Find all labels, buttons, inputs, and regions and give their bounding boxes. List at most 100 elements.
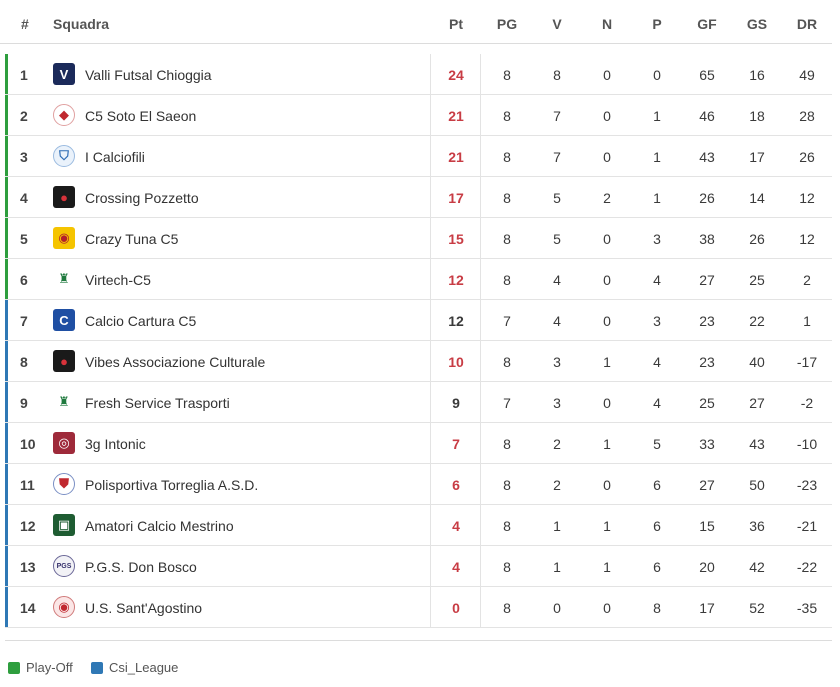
col-pg-header[interactable]: PG: [496, 16, 518, 32]
col-team-header[interactable]: Squadra: [53, 16, 110, 32]
team-name[interactable]: C5 Soto El Saeon: [85, 108, 197, 124]
stat-gs: 52: [749, 600, 765, 616]
stat-n: 0: [603, 395, 611, 411]
legend-playoff: Play-Off: [8, 660, 73, 675]
column-divider: [430, 464, 431, 504]
stat-pg: 7: [503, 395, 511, 411]
col-dr-header[interactable]: DR: [796, 16, 818, 32]
team-logo-icon: ♜: [53, 391, 75, 413]
stat-gf: 17: [699, 600, 715, 616]
col-v-header[interactable]: V: [552, 16, 562, 32]
col-n-header[interactable]: N: [601, 16, 613, 32]
stat-dr: -21: [796, 518, 818, 534]
stat-v: 5: [553, 190, 561, 206]
stat-p: 4: [653, 354, 661, 370]
table-row[interactable]: 12 ▣ Amatori Calcio Mestrino 4 8 1 1 6 15 36 -21: [5, 505, 832, 546]
column-divider: [430, 587, 431, 627]
stat-v: 1: [553, 518, 561, 534]
team-name[interactable]: Valli Futsal Chioggia: [85, 67, 212, 83]
stat-n: 0: [603, 272, 611, 288]
team-name[interactable]: Calcio Cartura C5: [85, 313, 197, 329]
col-gf-header[interactable]: GF: [697, 16, 717, 32]
zone-indicator: [5, 587, 8, 627]
stat-p: 4: [653, 395, 661, 411]
stat-gf: 20: [699, 559, 715, 575]
column-divider: [430, 423, 431, 463]
zone-indicator: [5, 95, 8, 135]
column-divider: [480, 259, 481, 299]
stat-dr: 26: [799, 149, 815, 165]
table-row[interactable]: 10 ◎ 3g Intonic 7 8 2 1 5 33 43 -10: [5, 423, 832, 464]
table-row[interactable]: 11 ⛊ Polisportiva Torreglia A.S.D. 6 8 2 0 6 27 5…: [5, 464, 832, 505]
position: 7: [20, 313, 28, 329]
points: 12: [448, 272, 464, 288]
zone-indicator: [5, 464, 8, 504]
stat-gf: 43: [699, 149, 715, 165]
table-row[interactable]: 6 ♜ Virtech-C5 12 8 4 0 4 27 25 2: [5, 259, 832, 300]
stat-gs: 26: [749, 231, 765, 247]
position: 2: [20, 108, 28, 124]
stat-gf: 65: [699, 67, 715, 83]
points: 4: [452, 518, 460, 534]
legend-playoff-label: Play-Off: [26, 660, 73, 675]
stat-p: 1: [653, 108, 661, 124]
legend-playoff-swatch: [8, 661, 20, 674]
zone-indicator: [5, 505, 8, 545]
stat-p: 0: [653, 67, 661, 83]
stat-n: 1: [603, 436, 611, 452]
stat-gf: 27: [699, 477, 715, 493]
stat-p: 3: [653, 313, 661, 329]
team-name[interactable]: Crossing Pozzetto: [85, 190, 199, 206]
table-row[interactable]: 3 ⛉ I Calciofili 21 8 7 0 1 43 17 26: [5, 136, 832, 177]
stat-pg: 8: [503, 67, 511, 83]
col-pt-header[interactable]: Pt: [449, 16, 463, 32]
stat-n: 0: [603, 600, 611, 616]
column-divider: [430, 177, 431, 217]
stat-dr: -2: [800, 395, 814, 411]
stat-n: 1: [603, 559, 611, 575]
table-row[interactable]: 14 ◉ U.S. Sant'Agostino 0 8 0 0 8 17 52 -35: [5, 587, 832, 628]
table-row[interactable]: 7 C Calcio Cartura C5 12 7 4 0 3 23 22 1: [5, 300, 832, 341]
col-gs-header[interactable]: GS: [746, 16, 768, 32]
stat-v: 7: [553, 108, 561, 124]
zone-indicator: [5, 54, 8, 94]
legend-csi-label: Csi_League: [109, 660, 179, 675]
stat-dr: 28: [799, 108, 815, 124]
col-p-header[interactable]: P: [652, 16, 662, 32]
column-divider: [430, 95, 431, 135]
table-row[interactable]: 1 V Valli Futsal Chioggia 24 8 8 0 0 65 16 49: [5, 54, 832, 95]
table-row[interactable]: 13 PGS P.G.S. Don Bosco 4 8 1 1 6 20 42 -22: [5, 546, 832, 587]
stat-n: 1: [603, 518, 611, 534]
team-name[interactable]: Amatori Calcio Mestrino: [85, 518, 234, 534]
position: 3: [20, 149, 28, 165]
column-divider: [480, 300, 481, 340]
table-row[interactable]: 9 ♜ Fresh Service Trasporti 9 7 3 0 4 25 27 -2: [5, 382, 832, 423]
stat-pg: 8: [503, 559, 511, 575]
column-divider: [430, 341, 431, 381]
team-name[interactable]: Virtech-C5: [85, 272, 151, 288]
column-divider: [480, 341, 481, 381]
team-name[interactable]: U.S. Sant'Agostino: [85, 600, 203, 616]
points: 21: [448, 149, 464, 165]
column-divider: [480, 136, 481, 176]
table-row[interactable]: 2 ◆ C5 Soto El Saeon 21 8 7 0 1 46 18 28: [5, 95, 832, 136]
position: 1: [20, 67, 28, 83]
table-row[interactable]: 4 ● Crossing Pozzetto 17 8 5 2 1 26 14 12: [5, 177, 832, 218]
team-name[interactable]: 3g Intonic: [85, 436, 146, 452]
team-name[interactable]: Polisportiva Torreglia A.S.D.: [85, 477, 259, 493]
team-logo-icon: ◎: [53, 432, 75, 454]
team-logo-icon: ◉: [53, 596, 75, 618]
table-row[interactable]: 5 ◉ Crazy Tuna C5 15 8 5 0 3 38 26 12: [5, 218, 832, 259]
points: 6: [452, 477, 460, 493]
stat-pg: 8: [503, 149, 511, 165]
position: 5: [20, 231, 28, 247]
stat-gf: 46: [699, 108, 715, 124]
team-name[interactable]: Crazy Tuna C5: [85, 231, 179, 247]
legend-csi: Csi_League: [91, 660, 178, 675]
team-name[interactable]: I Calciofili: [85, 149, 145, 165]
table-row[interactable]: 8 ● Vibes Associazione Culturale 10 8 3 1 4 23 40…: [5, 341, 832, 382]
team-name[interactable]: Vibes Associazione Culturale: [85, 354, 266, 370]
stat-gf: 33: [699, 436, 715, 452]
team-name[interactable]: Fresh Service Trasporti: [85, 395, 230, 411]
team-name[interactable]: P.G.S. Don Bosco: [85, 559, 197, 575]
